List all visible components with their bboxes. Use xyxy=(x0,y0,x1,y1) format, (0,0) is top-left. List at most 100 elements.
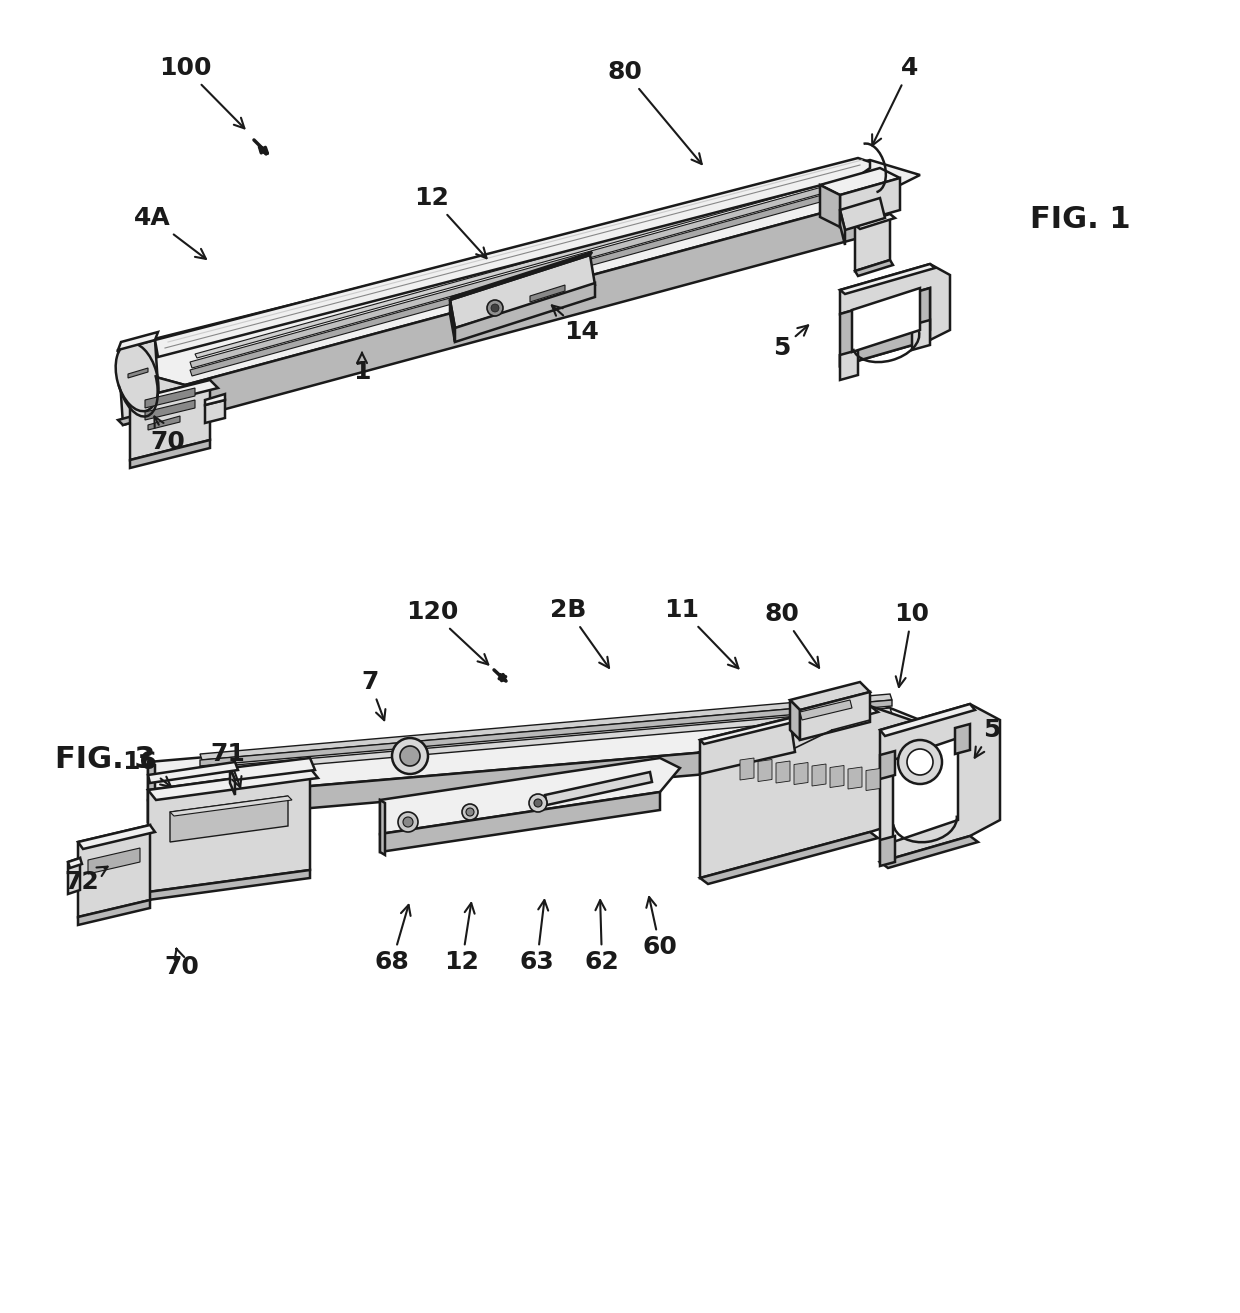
Polygon shape xyxy=(130,370,185,420)
Polygon shape xyxy=(880,704,975,737)
Polygon shape xyxy=(800,700,852,720)
Polygon shape xyxy=(701,706,878,758)
Polygon shape xyxy=(839,179,900,227)
Polygon shape xyxy=(130,379,218,408)
Polygon shape xyxy=(455,284,595,341)
Polygon shape xyxy=(88,848,140,874)
Polygon shape xyxy=(148,768,317,800)
Circle shape xyxy=(466,807,474,815)
Polygon shape xyxy=(128,368,148,378)
Polygon shape xyxy=(148,738,870,822)
Polygon shape xyxy=(529,285,565,302)
Polygon shape xyxy=(155,158,870,357)
Text: 4: 4 xyxy=(872,56,919,146)
Polygon shape xyxy=(839,351,858,379)
Polygon shape xyxy=(866,768,880,790)
Polygon shape xyxy=(839,264,935,294)
Polygon shape xyxy=(148,762,238,783)
Polygon shape xyxy=(880,751,895,779)
Text: 12: 12 xyxy=(414,186,486,259)
Text: 4A: 4A xyxy=(134,206,206,259)
Polygon shape xyxy=(740,758,754,780)
Circle shape xyxy=(463,804,477,821)
Text: 62: 62 xyxy=(584,901,619,974)
Text: 70: 70 xyxy=(150,416,186,454)
Polygon shape xyxy=(130,379,210,460)
Text: 7: 7 xyxy=(361,670,386,721)
Circle shape xyxy=(392,738,428,773)
Polygon shape xyxy=(880,704,999,863)
Text: 72: 72 xyxy=(64,867,108,894)
Polygon shape xyxy=(839,264,950,366)
Text: 1: 1 xyxy=(353,353,371,383)
Polygon shape xyxy=(229,768,236,794)
Polygon shape xyxy=(118,410,160,425)
Circle shape xyxy=(898,741,942,784)
Circle shape xyxy=(529,794,547,811)
Polygon shape xyxy=(820,185,839,227)
Polygon shape xyxy=(701,832,878,884)
Polygon shape xyxy=(848,767,862,789)
Text: 2B: 2B xyxy=(549,597,609,668)
Polygon shape xyxy=(893,738,959,842)
Polygon shape xyxy=(195,175,847,358)
Text: 80: 80 xyxy=(765,601,820,668)
Polygon shape xyxy=(200,700,892,765)
Text: 12: 12 xyxy=(445,903,480,974)
Circle shape xyxy=(403,817,413,827)
Text: 5: 5 xyxy=(975,718,1001,758)
Polygon shape xyxy=(856,214,895,228)
Polygon shape xyxy=(856,260,893,276)
Text: 60: 60 xyxy=(642,897,677,958)
Polygon shape xyxy=(170,796,291,815)
Text: 14: 14 xyxy=(552,306,599,344)
Polygon shape xyxy=(800,692,870,741)
Polygon shape xyxy=(130,160,920,385)
Polygon shape xyxy=(148,768,310,892)
Polygon shape xyxy=(830,765,844,788)
Polygon shape xyxy=(78,899,150,924)
Polygon shape xyxy=(546,772,652,805)
Text: 100: 100 xyxy=(159,56,244,129)
Polygon shape xyxy=(185,200,870,420)
Polygon shape xyxy=(148,871,310,899)
Polygon shape xyxy=(758,759,773,781)
Polygon shape xyxy=(68,857,82,868)
Polygon shape xyxy=(794,763,808,784)
Text: 16: 16 xyxy=(123,750,171,786)
Polygon shape xyxy=(839,210,844,246)
Text: 120: 120 xyxy=(405,600,489,664)
Circle shape xyxy=(401,746,420,765)
Text: 5: 5 xyxy=(774,326,808,360)
Polygon shape xyxy=(839,198,885,230)
Polygon shape xyxy=(379,800,384,855)
Polygon shape xyxy=(190,190,842,376)
Polygon shape xyxy=(78,825,150,916)
Polygon shape xyxy=(450,252,591,299)
Polygon shape xyxy=(839,288,930,366)
Text: 70: 70 xyxy=(165,948,200,979)
Polygon shape xyxy=(856,214,890,270)
Polygon shape xyxy=(911,320,930,351)
Polygon shape xyxy=(820,168,900,196)
Polygon shape xyxy=(130,440,210,467)
Text: 11: 11 xyxy=(665,597,739,668)
Polygon shape xyxy=(379,758,680,834)
Polygon shape xyxy=(200,695,892,760)
Text: 71: 71 xyxy=(211,742,246,788)
Polygon shape xyxy=(790,700,800,741)
Polygon shape xyxy=(229,758,315,780)
Polygon shape xyxy=(170,796,288,842)
Polygon shape xyxy=(118,340,160,425)
Polygon shape xyxy=(205,394,224,404)
Polygon shape xyxy=(205,400,224,423)
Polygon shape xyxy=(118,332,157,351)
Polygon shape xyxy=(148,416,180,429)
Polygon shape xyxy=(148,762,155,825)
Text: FIG. 1: FIG. 1 xyxy=(1029,206,1131,235)
Text: 80: 80 xyxy=(608,60,702,164)
Polygon shape xyxy=(450,299,455,341)
Circle shape xyxy=(534,800,542,807)
Circle shape xyxy=(906,748,932,775)
Polygon shape xyxy=(145,389,195,408)
